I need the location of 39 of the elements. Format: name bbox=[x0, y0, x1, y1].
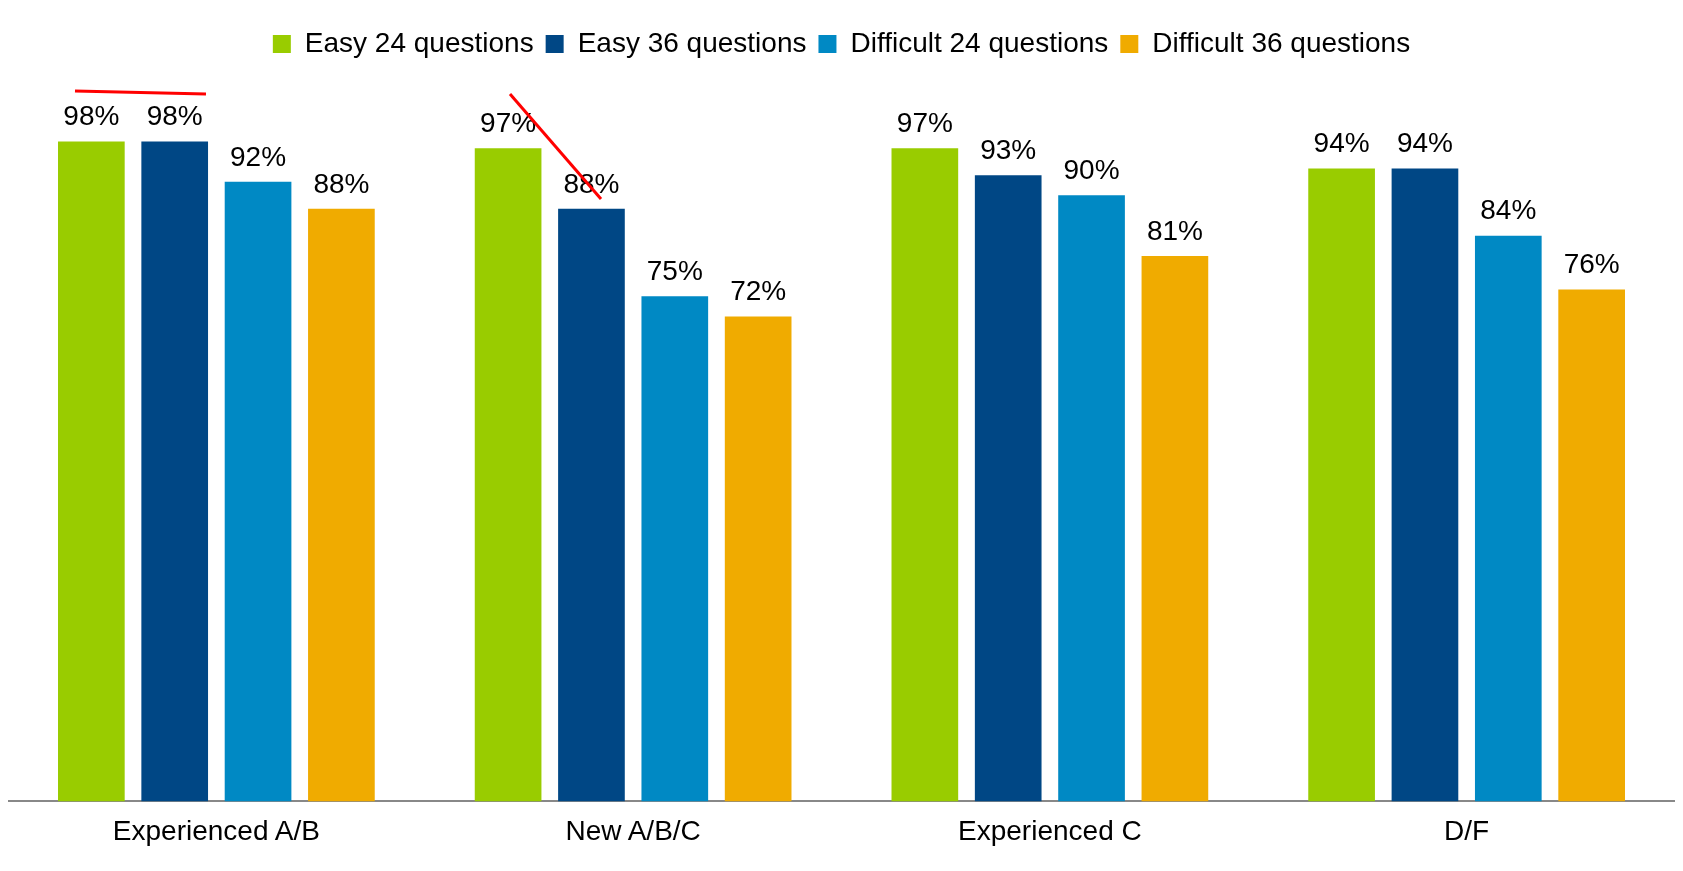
bar bbox=[1058, 195, 1125, 802]
data-label: 97% bbox=[896, 106, 953, 138]
data-label: 97% bbox=[480, 106, 537, 138]
data-label: 81% bbox=[1146, 214, 1203, 246]
bar bbox=[1558, 289, 1625, 802]
data-label: 72% bbox=[730, 275, 787, 307]
data-label: 98% bbox=[63, 100, 120, 132]
bar bbox=[724, 316, 792, 802]
legend-label: Difficult 24 questions bbox=[850, 26, 1109, 58]
legend-label: Easy 24 questions bbox=[304, 26, 534, 58]
bar bbox=[1141, 255, 1209, 802]
bar bbox=[891, 148, 959, 802]
data-label: 93% bbox=[980, 133, 1037, 165]
data-label: 92% bbox=[230, 140, 287, 172]
data-label: 88% bbox=[313, 167, 370, 199]
bar bbox=[641, 296, 709, 802]
x-tick-label: D/F bbox=[1444, 814, 1490, 846]
data-label: 76% bbox=[1563, 248, 1620, 280]
bar bbox=[1391, 168, 1459, 802]
legend-label: Easy 36 questions bbox=[577, 26, 807, 58]
data-label: 94% bbox=[1313, 127, 1370, 159]
bar bbox=[58, 141, 125, 802]
bar bbox=[974, 175, 1042, 802]
data-label: 98% bbox=[146, 100, 203, 132]
bar bbox=[224, 181, 292, 802]
x-tick-label: New A/B/C bbox=[565, 814, 701, 846]
bar bbox=[308, 208, 375, 802]
bar bbox=[558, 208, 625, 802]
data-label: 75% bbox=[646, 255, 703, 287]
bar bbox=[141, 141, 209, 802]
bar bbox=[1308, 168, 1375, 802]
data-label: 94% bbox=[1396, 127, 1453, 159]
bar bbox=[1474, 235, 1542, 802]
x-tick-label: Experienced A/B bbox=[112, 814, 320, 846]
legend-label: Difficult 36 questions bbox=[1152, 26, 1411, 58]
data-label: 90% bbox=[1063, 154, 1120, 186]
bar bbox=[474, 148, 542, 802]
data-label: 84% bbox=[1480, 194, 1537, 226]
x-tick-label: Experienced C bbox=[958, 814, 1142, 846]
